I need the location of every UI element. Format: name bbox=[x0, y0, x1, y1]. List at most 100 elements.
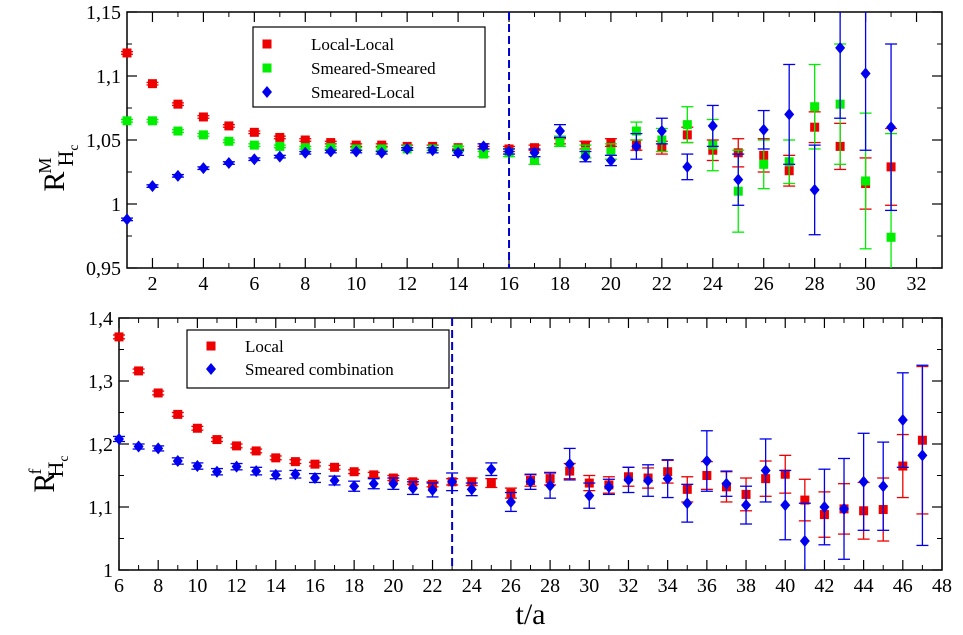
data-point bbox=[134, 366, 144, 376]
y-tick-label: 1,2 bbox=[88, 434, 113, 456]
data-point bbox=[251, 446, 261, 456]
data-point bbox=[114, 332, 124, 342]
data-point bbox=[211, 465, 222, 478]
x-tick-label: 16 bbox=[499, 273, 519, 295]
x-tick-label: 42 bbox=[814, 575, 834, 597]
x-tick-label: 14 bbox=[448, 273, 468, 295]
x-tick-label: 30 bbox=[856, 273, 876, 295]
data-point bbox=[623, 473, 634, 486]
data-point bbox=[114, 432, 124, 445]
x-tick-label: 28 bbox=[805, 273, 825, 295]
series-smeared-local bbox=[121, 12, 898, 236]
legend-marker bbox=[206, 341, 216, 351]
data-point bbox=[835, 41, 846, 54]
data-point bbox=[605, 154, 616, 167]
legend-box bbox=[186, 329, 450, 389]
data-point bbox=[249, 140, 259, 150]
data-point bbox=[878, 480, 889, 493]
top-panel-ratio-m: 2 4 6 8 10 12 14 16 18 20 22 24 26 28 30 320,9511,051,1… bbox=[35, 2, 943, 295]
data-point bbox=[351, 145, 362, 158]
y-tick-label: 1,1 bbox=[96, 66, 121, 88]
data-point bbox=[505, 495, 516, 508]
data-point bbox=[631, 140, 642, 153]
data-point bbox=[809, 183, 820, 196]
x-tick-label: 48 bbox=[932, 575, 952, 597]
y-tick-label: 1,3 bbox=[88, 371, 113, 393]
data-point bbox=[198, 112, 208, 122]
data-point bbox=[349, 480, 360, 493]
data-point bbox=[122, 48, 132, 58]
data-point bbox=[858, 475, 869, 488]
data-point bbox=[784, 108, 795, 121]
x-tick-label: 20 bbox=[383, 575, 403, 597]
x-tick-label: 10 bbox=[346, 273, 366, 295]
legend-marker bbox=[206, 363, 216, 375]
x-tick-label: 46 bbox=[893, 575, 913, 597]
data-point bbox=[545, 479, 556, 492]
x-tick-label: 12 bbox=[227, 575, 247, 597]
data-point bbox=[368, 477, 379, 490]
data-point bbox=[662, 472, 673, 485]
x-tick-label: 14 bbox=[266, 575, 286, 597]
legend-label: Smeared combination bbox=[245, 360, 394, 379]
x-tick-label: 10 bbox=[187, 575, 207, 597]
data-point bbox=[799, 535, 810, 548]
data-point bbox=[270, 468, 281, 481]
x-tick-label: 18 bbox=[550, 273, 570, 295]
data-point bbox=[133, 440, 144, 453]
y-tick-label: 1,1 bbox=[88, 497, 113, 519]
x-tick-label: 2 bbox=[147, 273, 157, 295]
x-tick-label: 18 bbox=[344, 575, 364, 597]
data-point bbox=[290, 468, 301, 481]
data-point bbox=[349, 467, 359, 477]
data-point bbox=[886, 121, 897, 134]
data-point bbox=[554, 125, 565, 138]
data-point bbox=[760, 464, 771, 477]
data-point bbox=[271, 453, 281, 463]
data-point bbox=[682, 160, 693, 173]
data-point bbox=[326, 138, 336, 148]
x-tick-label: 40 bbox=[775, 575, 795, 597]
legend-box bbox=[252, 26, 486, 108]
data-point bbox=[275, 132, 285, 142]
x-tick-label: 28 bbox=[540, 575, 560, 597]
data-point bbox=[402, 142, 413, 155]
data-point bbox=[300, 146, 311, 159]
data-point bbox=[486, 463, 497, 476]
data-point bbox=[274, 150, 285, 163]
data-point bbox=[643, 474, 654, 487]
data-point bbox=[173, 99, 183, 109]
data-point bbox=[917, 449, 928, 462]
y-tick-label: 1,4 bbox=[88, 308, 113, 330]
x-tick-label: 8 bbox=[153, 575, 163, 597]
data-point bbox=[427, 144, 438, 157]
data-point bbox=[198, 162, 209, 175]
data-point bbox=[580, 150, 591, 163]
x-tick-label: 22 bbox=[652, 273, 672, 295]
data-point bbox=[212, 435, 222, 445]
data-point bbox=[504, 145, 515, 158]
data-point bbox=[223, 157, 234, 170]
data-point bbox=[759, 159, 769, 169]
x-tick-label: 16 bbox=[305, 575, 325, 597]
x-tick-label: 24 bbox=[703, 273, 723, 295]
y-tick-label: 1,05 bbox=[86, 130, 121, 152]
data-point bbox=[388, 477, 399, 490]
data-point bbox=[249, 127, 259, 137]
data-point bbox=[555, 136, 565, 146]
legend-marker bbox=[262, 63, 272, 73]
legend-label: Local bbox=[245, 337, 284, 356]
data-point bbox=[810, 102, 820, 112]
data-point bbox=[780, 499, 791, 512]
x-tick-label: 36 bbox=[697, 575, 717, 597]
data-point bbox=[290, 457, 300, 467]
data-point bbox=[329, 474, 340, 487]
data-point bbox=[564, 458, 575, 471]
data-point bbox=[300, 135, 310, 145]
y-axis-title: RfHc bbox=[25, 455, 72, 492]
data-point bbox=[631, 126, 641, 136]
x-tick-label: 32 bbox=[618, 575, 638, 597]
data-point bbox=[800, 495, 810, 505]
data-point bbox=[153, 442, 164, 455]
data-point bbox=[173, 126, 183, 136]
